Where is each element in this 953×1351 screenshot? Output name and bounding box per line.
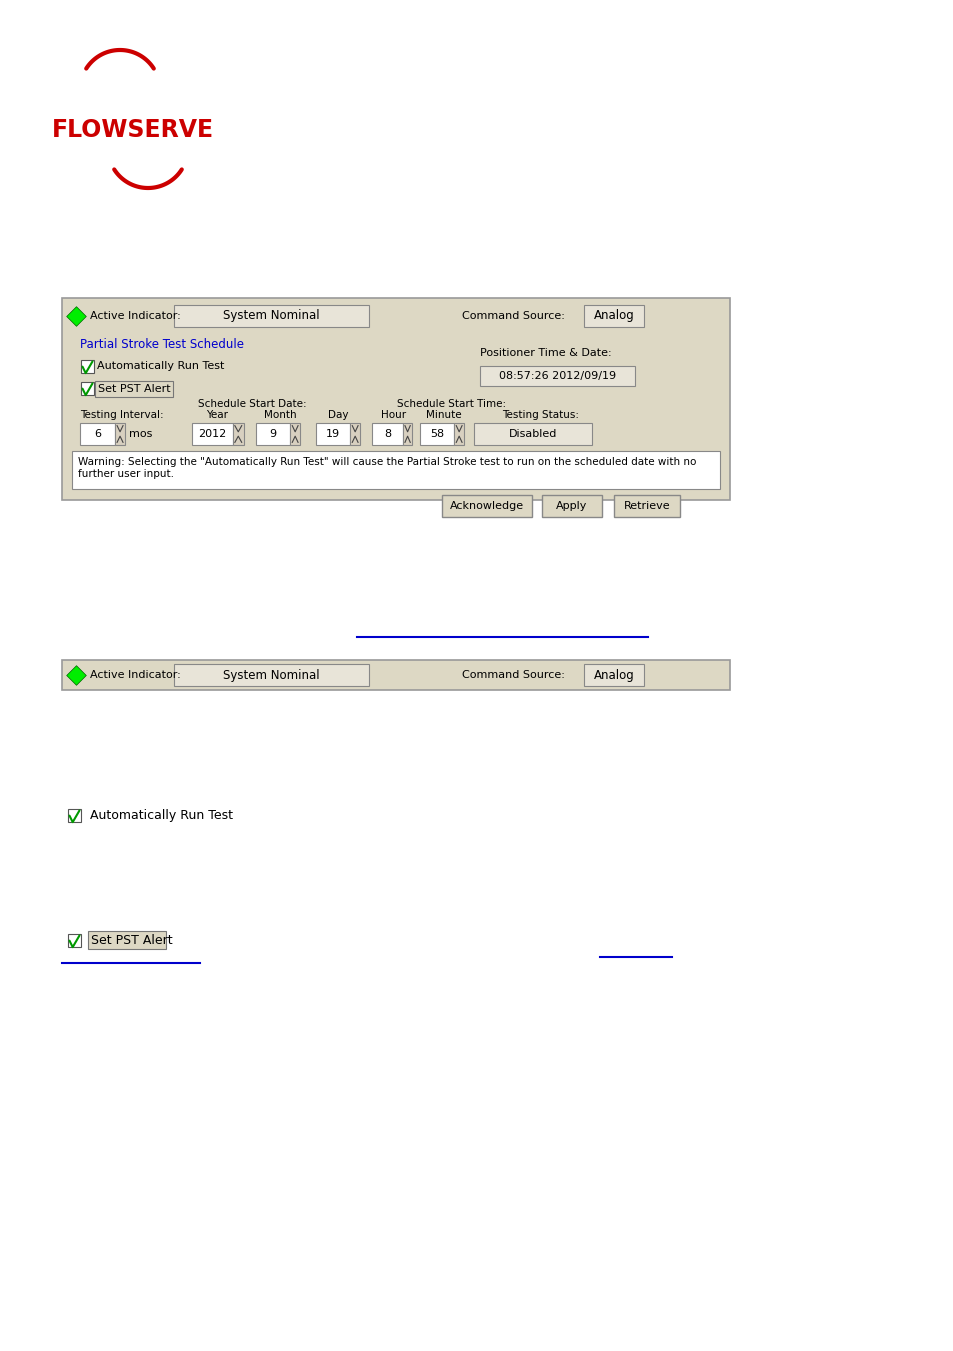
Text: System Nominal: System Nominal bbox=[223, 309, 319, 323]
Bar bbox=[88, 931, 166, 948]
Bar bbox=[80, 381, 93, 394]
Bar bbox=[583, 305, 643, 327]
Text: Year: Year bbox=[206, 409, 228, 420]
Bar bbox=[95, 381, 172, 397]
Text: Partial Stroke Test Schedule: Partial Stroke Test Schedule bbox=[80, 338, 244, 350]
Bar bbox=[80, 423, 115, 444]
Text: Positioner Time & Date:: Positioner Time & Date: bbox=[479, 349, 611, 358]
Text: Schedule Start Date:: Schedule Start Date: bbox=[197, 399, 306, 409]
Text: Warning: Selecting the "Automatically Run Test" will cause the Partial Stroke te: Warning: Selecting the "Automatically Ru… bbox=[78, 457, 696, 478]
Text: Minute: Minute bbox=[426, 409, 461, 420]
Text: Command Source:: Command Source: bbox=[461, 311, 564, 322]
Bar bbox=[80, 359, 93, 373]
Text: Active Indicator:: Active Indicator: bbox=[90, 670, 180, 680]
Text: Retrieve: Retrieve bbox=[623, 501, 670, 511]
Text: Acknowledge: Acknowledge bbox=[450, 501, 523, 511]
Text: Command Source:: Command Source: bbox=[461, 670, 564, 680]
Text: 19: 19 bbox=[326, 430, 340, 439]
Bar bbox=[233, 423, 244, 444]
Bar bbox=[315, 423, 350, 444]
Text: Analog: Analog bbox=[593, 309, 634, 323]
Text: Schedule Start Time:: Schedule Start Time: bbox=[397, 399, 506, 409]
Bar bbox=[474, 423, 592, 444]
Bar bbox=[115, 423, 125, 444]
Bar bbox=[441, 494, 532, 517]
Text: Set PST Alert: Set PST Alert bbox=[98, 384, 171, 394]
Bar bbox=[68, 808, 80, 821]
Bar bbox=[192, 423, 233, 444]
Bar bbox=[541, 494, 601, 517]
Bar bbox=[173, 305, 369, 327]
Bar bbox=[173, 663, 369, 686]
Text: Hour: Hour bbox=[381, 409, 406, 420]
Text: Automatically Run Test: Automatically Run Test bbox=[97, 361, 224, 372]
Text: 58: 58 bbox=[430, 430, 444, 439]
Text: Day: Day bbox=[328, 409, 348, 420]
Text: mos: mos bbox=[129, 430, 152, 439]
Bar bbox=[403, 423, 412, 444]
Text: Disabled: Disabled bbox=[508, 430, 557, 439]
Text: 6: 6 bbox=[94, 430, 101, 439]
Text: 8: 8 bbox=[384, 430, 391, 439]
Bar bbox=[71, 451, 720, 489]
Point bbox=[69, 305, 84, 327]
Bar bbox=[255, 423, 290, 444]
Text: Active Indicator:: Active Indicator: bbox=[90, 311, 180, 322]
Text: Automatically Run Test: Automatically Run Test bbox=[90, 808, 233, 821]
Text: Apply: Apply bbox=[556, 501, 587, 511]
Text: 08:57:26 2012/09/19: 08:57:26 2012/09/19 bbox=[498, 372, 616, 381]
Bar bbox=[62, 299, 729, 500]
Bar bbox=[290, 423, 299, 444]
Bar bbox=[479, 366, 635, 386]
Text: FLOWSERVE: FLOWSERVE bbox=[52, 118, 213, 142]
Text: Testing Status:: Testing Status: bbox=[501, 409, 578, 420]
Bar bbox=[614, 494, 679, 517]
Bar bbox=[62, 661, 729, 690]
Point bbox=[69, 665, 84, 686]
Bar bbox=[419, 423, 454, 444]
Bar bbox=[350, 423, 359, 444]
Text: Analog: Analog bbox=[593, 669, 634, 681]
Text: Set PST Alert: Set PST Alert bbox=[91, 934, 172, 947]
Bar bbox=[454, 423, 463, 444]
Text: Month: Month bbox=[263, 409, 296, 420]
Text: Testing Interval:: Testing Interval: bbox=[80, 409, 164, 420]
Bar bbox=[372, 423, 403, 444]
Text: System Nominal: System Nominal bbox=[223, 669, 319, 681]
Bar bbox=[583, 663, 643, 686]
Text: 2012: 2012 bbox=[198, 430, 226, 439]
Bar bbox=[68, 934, 80, 947]
Text: 9: 9 bbox=[270, 430, 276, 439]
